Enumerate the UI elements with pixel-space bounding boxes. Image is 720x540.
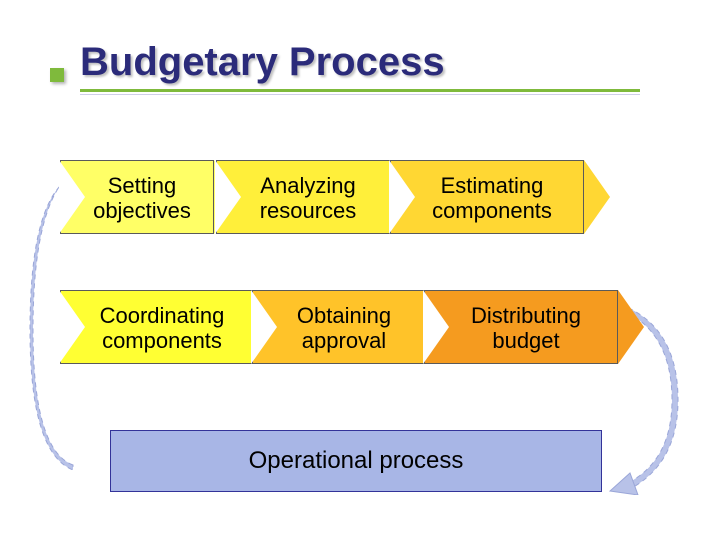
operational-process-box: Operational process bbox=[110, 430, 602, 492]
operational-process-label: Operational process bbox=[249, 447, 464, 475]
process-step-r2-1: Obtaining approval bbox=[252, 290, 452, 364]
chevron-head-icon bbox=[618, 290, 644, 364]
process-step-r2-0: Coordinating components bbox=[60, 290, 280, 364]
process-step-r2-2: Distributing budget bbox=[424, 290, 644, 364]
chevron-head-icon bbox=[584, 160, 610, 234]
process-step-r1-0: Setting objectives bbox=[60, 160, 240, 234]
process-step-label: Estimating components bbox=[404, 170, 580, 226]
title-bullet bbox=[50, 68, 64, 82]
slide-stage: Budgetary Process Operational process Se… bbox=[0, 0, 720, 540]
process-step-r1-2: Estimating components bbox=[390, 160, 610, 234]
title-underline-2 bbox=[80, 94, 640, 95]
slide-title: Budgetary Process bbox=[80, 40, 640, 85]
title-block: Budgetary Process bbox=[80, 40, 640, 95]
process-step-label: Analyzing resources bbox=[230, 170, 386, 226]
process-step-label: Setting objectives bbox=[74, 170, 210, 226]
process-step-label: Distributing budget bbox=[438, 300, 614, 356]
title-underline bbox=[80, 89, 640, 92]
process-step-label: Coordinating components bbox=[74, 300, 250, 356]
process-step-label: Obtaining approval bbox=[266, 300, 422, 356]
process-step-r1-1: Analyzing resources bbox=[216, 160, 416, 234]
